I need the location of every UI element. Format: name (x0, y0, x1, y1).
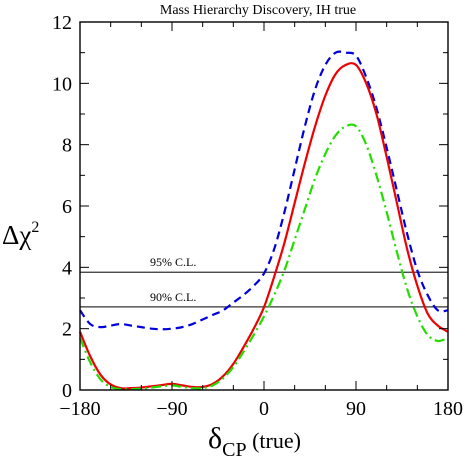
x-tick-label: 180 (433, 398, 463, 420)
y-tick-label: 0 (62, 380, 72, 402)
series-line-2 (78, 123, 449, 391)
x-tick-label: 0 (259, 398, 269, 420)
y-tick-label: 4 (62, 257, 72, 279)
y-tick-label: 12 (52, 12, 72, 34)
chart-title: Mass Hierarchy Discovery, IH true (160, 3, 356, 18)
series-line-1 (78, 62, 449, 390)
y-tick-label: 2 (62, 319, 72, 341)
x-tick-label: −180 (59, 398, 100, 420)
x-tick-label: 90 (346, 398, 366, 420)
y-axis-label: Δχ2 (2, 219, 39, 250)
reference-line-label-0: 95% C.L. (150, 255, 196, 269)
plot-frame (79, 21, 449, 391)
reference-line-label-1: 90% C.L. (150, 290, 196, 304)
x-axis-label: δCP (true) (208, 422, 301, 460)
series-line-0 (79, 50, 449, 331)
y-tick-label: 6 (62, 196, 72, 218)
y-tick-label: 10 (52, 73, 72, 95)
y-tick-label: 8 (62, 135, 72, 157)
x-tick-label: −90 (156, 398, 187, 420)
